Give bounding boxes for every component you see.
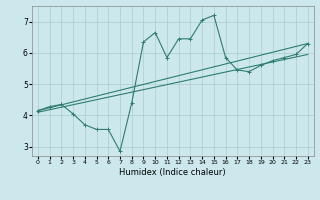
X-axis label: Humidex (Indice chaleur): Humidex (Indice chaleur) (119, 168, 226, 177)
